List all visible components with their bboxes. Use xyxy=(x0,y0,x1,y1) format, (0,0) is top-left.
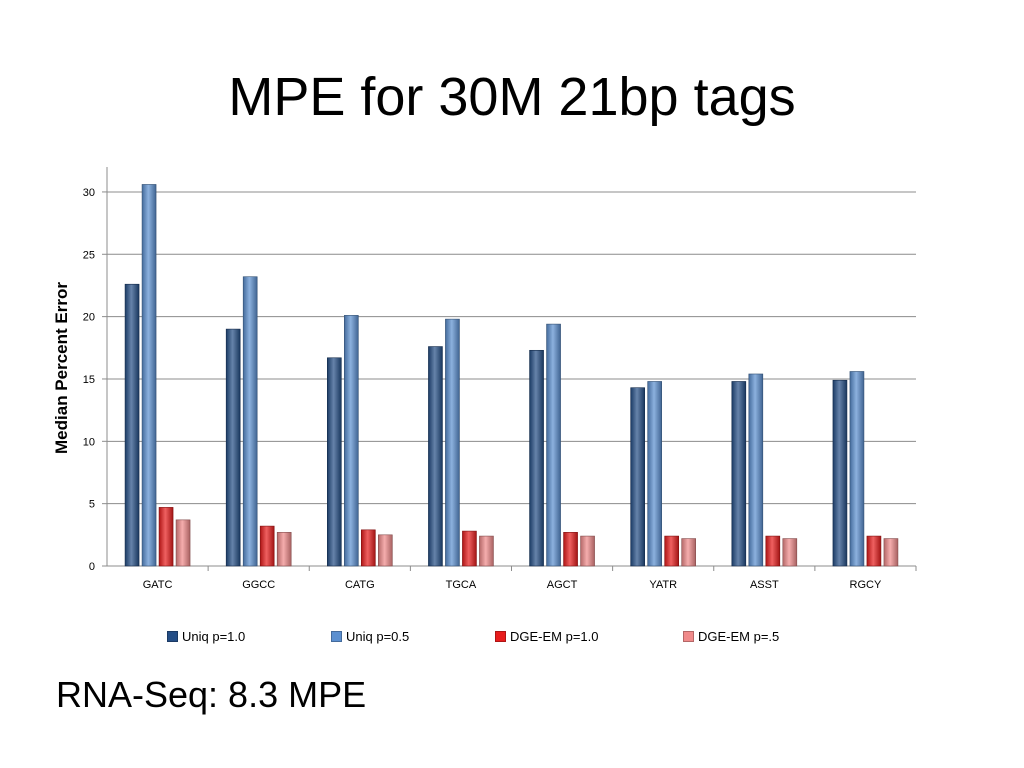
bar xyxy=(748,373,764,567)
x-tick-label: CATG xyxy=(345,579,375,591)
bar xyxy=(141,184,157,567)
bar xyxy=(242,276,258,567)
bar xyxy=(765,535,781,567)
bar xyxy=(462,530,477,567)
y-tick-label: 20 xyxy=(83,312,95,324)
bar xyxy=(479,535,494,567)
bar xyxy=(445,318,460,567)
x-tick-label: YATR xyxy=(649,579,677,591)
bar xyxy=(782,538,798,567)
bar xyxy=(378,534,393,567)
bar xyxy=(529,349,544,567)
y-tick-label: 5 xyxy=(89,499,95,511)
bar xyxy=(327,357,342,567)
bar xyxy=(124,283,140,567)
chart-legend: Uniq p=1.0 Uniq p=0.5 DGE-EM p=1.0 DGE-EM p… xyxy=(0,629,1024,649)
bar xyxy=(361,529,376,567)
x-tick-label: RGCY xyxy=(850,579,882,591)
y-tick-label: 0 xyxy=(89,561,95,573)
legend-item: DGE-EM p=1.0 xyxy=(495,629,599,644)
bar xyxy=(664,535,679,567)
bar xyxy=(580,535,595,567)
x-tick-label: AGCT xyxy=(547,579,578,591)
bar xyxy=(259,525,275,567)
bar xyxy=(158,507,174,567)
bar xyxy=(630,387,645,567)
bar xyxy=(276,532,292,567)
bar xyxy=(832,379,848,567)
legend-label: DGE-EM p=1.0 xyxy=(510,629,599,644)
y-tick-label: 10 xyxy=(83,436,95,448)
legend-label: DGE-EM p=.5 xyxy=(698,629,780,644)
y-tick-label: 15 xyxy=(83,374,95,386)
footnote-text: RNA-Seq: 8.3 MPE xyxy=(56,674,367,715)
legend-item: DGE-EM p=.5 xyxy=(683,629,779,644)
bar xyxy=(563,532,578,567)
bar xyxy=(546,323,561,567)
bar xyxy=(428,346,443,567)
legend-swatch xyxy=(683,631,694,642)
legend-swatch xyxy=(331,631,342,642)
legend-swatch xyxy=(495,631,506,642)
legend-swatch xyxy=(167,631,178,642)
x-tick-label: ASST xyxy=(750,579,779,591)
y-tick-label: 30 xyxy=(83,187,95,199)
bar xyxy=(681,538,696,567)
x-tick-label: GGCC xyxy=(242,579,275,591)
legend-item: Uniq p=0.5 xyxy=(331,629,409,644)
bar xyxy=(883,538,899,567)
x-tick-label: GATC xyxy=(143,579,173,591)
bar xyxy=(175,519,191,567)
slide-title: MPE for 30M 21bp tags xyxy=(228,67,796,127)
legend-label: Uniq p=0.5 xyxy=(346,629,410,644)
bar xyxy=(731,381,747,567)
bar xyxy=(647,381,662,567)
bar xyxy=(344,315,359,567)
legend-item: Uniq p=1.0 xyxy=(167,629,245,644)
bar xyxy=(866,535,882,567)
y-tick-label: 25 xyxy=(83,249,95,261)
x-tick-label: TGCA xyxy=(446,579,477,591)
bar xyxy=(849,371,865,567)
legend-label: Uniq p=1.0 xyxy=(182,629,246,644)
bar xyxy=(225,328,241,567)
